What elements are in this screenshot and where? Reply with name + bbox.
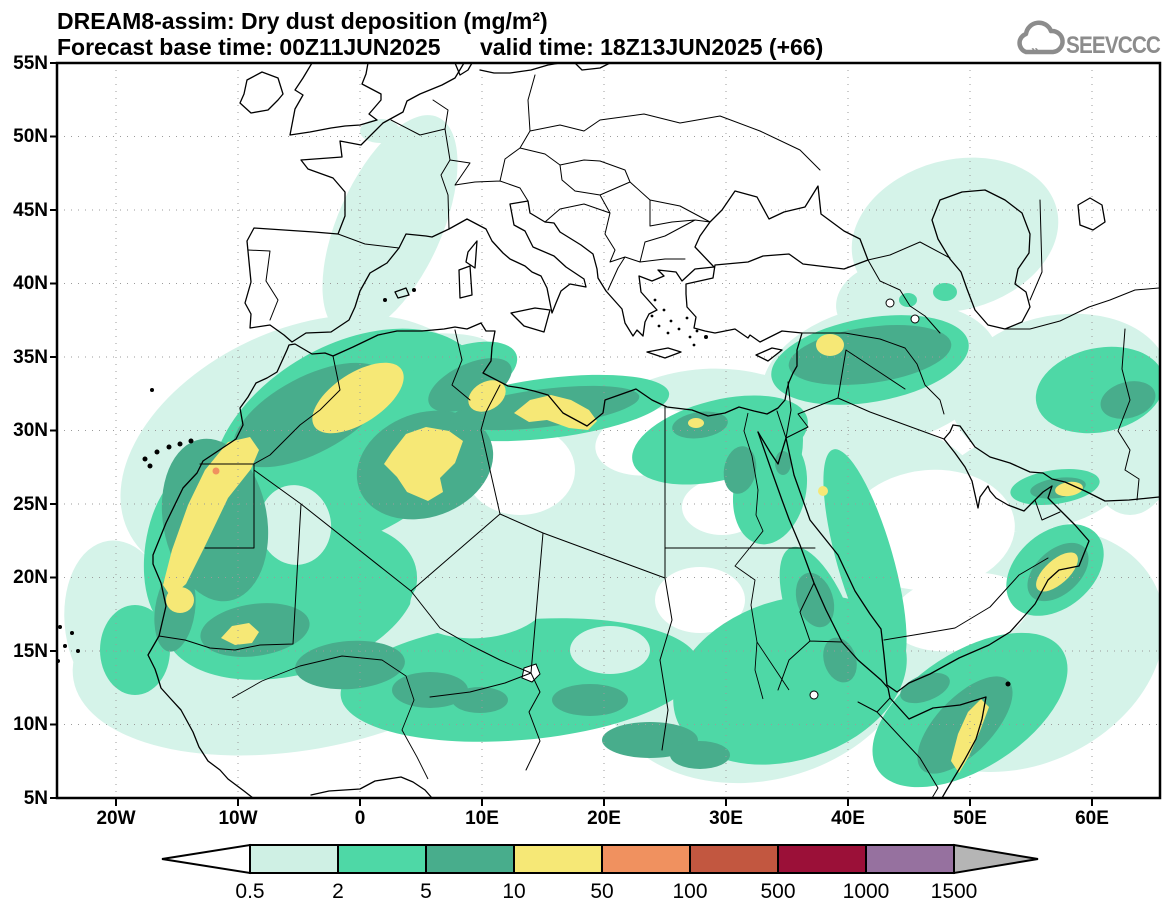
axis-ticks (50, 62, 1093, 806)
lat-label: 10N (13, 714, 48, 735)
colorbar-segment (865, 844, 955, 874)
lon-label: 10E (465, 808, 499, 829)
cloud-logo-icon (1017, 20, 1065, 55)
colorbar-label: 10 (502, 880, 525, 903)
colorbar-label: 500 (760, 880, 795, 903)
page-title: DREAM8-assim: Dry dust deposition (mg/m²… (57, 8, 548, 34)
colorbar-segment (513, 844, 603, 874)
colorbar-label: 0.5 (235, 880, 264, 903)
colorbar-overflow-arrow (953, 843, 1039, 875)
lat-label: 45N (13, 200, 48, 221)
lat-label: 50N (13, 126, 48, 147)
colorbar-segment (249, 844, 339, 874)
colorbar-label: 2 (332, 880, 344, 903)
map-content (57, 63, 1160, 798)
lon-label: 10W (218, 808, 257, 829)
lat-label: 35N (13, 347, 48, 368)
colorbar-segment (777, 844, 867, 874)
lat-label: 15N (13, 641, 48, 662)
lat-label: 5N (24, 788, 48, 809)
lon-label: 30E (709, 808, 743, 829)
colorbar-label: 5 (420, 880, 432, 903)
colorbar-segment (337, 844, 427, 874)
seevccc-logo: » SEEVCCC (1017, 20, 1162, 59)
colorbar-label: 100 (672, 880, 707, 903)
lat-label: 30N (13, 420, 48, 441)
country-borders (158, 74, 1160, 798)
forecast-valid-time: valid time: 18Z13JUN2025 (+66) (480, 34, 823, 60)
colorbar-label: 1000 (843, 880, 890, 903)
lat-label: 55N (13, 53, 48, 74)
colorbar-segment (425, 844, 515, 874)
logo-text: SEEVCCC (1066, 32, 1161, 59)
lon-label: 0 (355, 808, 366, 829)
colorbar-label: 1500 (931, 880, 978, 903)
lon-label: 40E (831, 808, 865, 829)
lat-label: 40N (13, 273, 48, 294)
colorbar-label: 50 (590, 880, 613, 903)
lon-label: 50E (953, 808, 987, 829)
latitude-axis: 55N 50N 45N 40N 35N 30N 25N 20N 15N 10N … (13, 53, 48, 809)
colorbar: 0.5 2 5 10 50 100 500 1000 1500 (161, 843, 1039, 903)
logo-arrow-icon: » (1031, 42, 1039, 59)
lon-label: 60E (1075, 808, 1109, 829)
colorbar-underflow-arrow (161, 843, 251, 875)
lat-label: 25N (13, 494, 48, 515)
forecast-base-time: Forecast base time: 00Z11JUN2025 (57, 34, 441, 60)
colorbar-labels: 0.5 2 5 10 50 100 500 1000 1500 (235, 880, 977, 903)
lat-label: 20N (13, 567, 48, 588)
rivers (231, 412, 790, 780)
dust-windows (258, 485, 650, 674)
longitude-axis: 20W 10W 0 10E 20E 30E 40E 50E 60E (96, 808, 1108, 829)
colorbar-segment (689, 844, 779, 874)
lon-label: 20W (96, 808, 135, 829)
dust-layer-50-100 (212, 467, 220, 475)
colorbar-segment (601, 844, 691, 874)
dust-layer-10-50 (163, 334, 1083, 773)
lon-label: 20E (587, 808, 621, 829)
